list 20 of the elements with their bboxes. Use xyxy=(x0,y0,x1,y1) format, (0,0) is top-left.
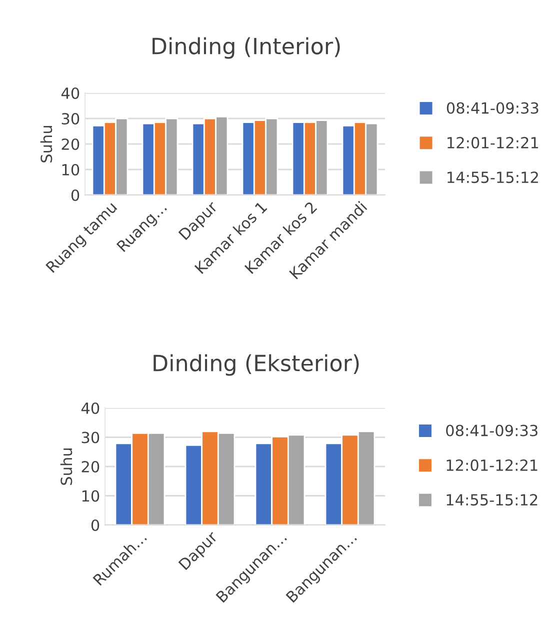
legend-label: 14:55-15:12 xyxy=(446,494,538,506)
y-tick-label: 40 xyxy=(81,402,100,414)
legend-label: 12:01-12:21 xyxy=(448,136,538,148)
chart-title: Dinding (Eksterior) xyxy=(154,354,359,376)
legend-label: 14:55-15:12 xyxy=(448,172,538,184)
legend-label: 08:41-09:33 xyxy=(446,424,538,436)
y-tick-label: 20 xyxy=(82,460,100,473)
chart-title: Dinding (Interior) xyxy=(152,37,340,59)
legend-label: 08:41-09:33 xyxy=(446,102,538,114)
y-tick-label: 30 xyxy=(82,432,100,444)
y-tick-label: 10 xyxy=(82,490,100,502)
y-tick-label: 40 xyxy=(61,87,80,100)
y-tick-label: 30 xyxy=(62,112,80,125)
y-tick-label: 20 xyxy=(62,138,80,150)
y-axis-title: Suhu xyxy=(60,448,72,485)
y-tick-label: 0 xyxy=(71,189,80,202)
legend-label: 12:01-12:21 xyxy=(446,459,538,471)
y-axis-title: Suhu xyxy=(40,126,52,162)
y-tick-label: 0 xyxy=(91,519,100,532)
y-tick-label: 10 xyxy=(62,164,80,176)
